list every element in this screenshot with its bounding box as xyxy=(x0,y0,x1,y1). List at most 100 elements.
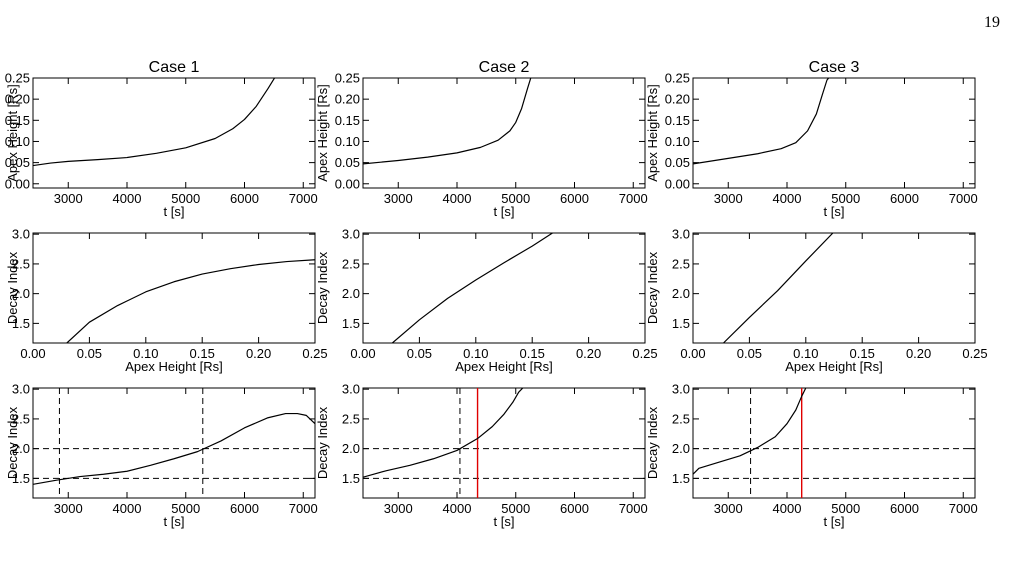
y-tick-label: 3.0 xyxy=(342,382,360,397)
x-tick-label: 6000 xyxy=(560,191,589,206)
y-tick-label: 2.5 xyxy=(12,411,30,426)
panel-case3-time: 3000 4000 5000 6000 7000 1.5 2.0 2.5 3.0 t [s] Dec… xyxy=(645,382,978,529)
y-tick-label: 0.20 xyxy=(335,92,360,107)
y-tick-label: 1.5 xyxy=(342,471,360,486)
y-tick-label: 0.15 xyxy=(665,113,690,128)
x-axis-label: t [s] xyxy=(824,204,845,219)
x-tick-label: 7000 xyxy=(949,501,978,516)
y-axis-label: Apex Height [Rs] xyxy=(645,84,660,182)
x-tick-label: 7000 xyxy=(619,191,648,206)
y-tick-label: 2.5 xyxy=(672,411,690,426)
y-tick-label: 0.10 xyxy=(335,134,360,149)
x-tick-label: 5000 xyxy=(501,191,530,206)
plot-frame xyxy=(692,77,976,189)
series-line xyxy=(363,78,532,165)
panel-case1-height: 3000 4000 5000 6000 7000 0.00 0.05 0.10 0.15 0.20… xyxy=(5,59,318,219)
x-tick-label: 0.25 xyxy=(632,346,657,361)
panel-case2-time: 3000 4000 5000 6000 7000 1.5 2.0 2.5 3.0 t [s] Dec… xyxy=(315,382,648,529)
y-tick-label: 1.5 xyxy=(672,316,690,331)
panel-case2-height: 3000 4000 5000 6000 7000 0.00 0.05 0.10 0.15 0.20… xyxy=(315,59,648,219)
x-tick-label: 5000 xyxy=(831,191,860,206)
y-tick-label: 0.15 xyxy=(5,113,30,128)
x-tick-label: 3000 xyxy=(384,501,413,516)
plot-frame xyxy=(32,387,316,499)
y-tick-label: 0.10 xyxy=(5,134,30,149)
x-tick-label: 0.10 xyxy=(793,346,818,361)
y-tick-label: 0.20 xyxy=(665,92,690,107)
panel-title: Case 2 xyxy=(479,59,530,76)
x-tick-label: 5000 xyxy=(831,501,860,516)
y-tick-label: 0.15 xyxy=(335,113,360,128)
x-tick-label: 3000 xyxy=(54,501,83,516)
x-tick-label: 0.20 xyxy=(576,346,601,361)
plot-frame xyxy=(692,387,976,499)
y-tick-label: 2.0 xyxy=(672,286,690,301)
y-tick-label: 3.0 xyxy=(12,382,30,397)
y-axis-label: Decay Index xyxy=(315,406,330,479)
y-tick-label: 2.0 xyxy=(12,286,30,301)
y-tick-label: 1.5 xyxy=(342,316,360,331)
x-tick-label: 0.20 xyxy=(906,346,931,361)
series-line xyxy=(391,233,553,343)
x-tick-label: 0.25 xyxy=(302,346,327,361)
x-axis-label: Apex Height [Rs] xyxy=(125,359,223,374)
x-tick-label: 7000 xyxy=(289,501,318,516)
panel-case2-decay: 0.00 0.05 0.10 0.15 0.20 0.25 1.5 2.0 2.5 3.0 Apex… xyxy=(315,227,658,374)
panel-case1-decay: 0.00 0.05 0.10 0.15 0.20 0.25 1.5 2.0 2.5 3.0 Apex… xyxy=(5,227,328,374)
y-tick-label: 2.5 xyxy=(342,256,360,271)
y-axis-label: Apex Height [Rs] xyxy=(315,84,330,182)
panel-title: Case 3 xyxy=(809,59,860,76)
x-tick-label: 7000 xyxy=(289,191,318,206)
y-tick-label: 0.05 xyxy=(5,155,30,170)
y-axis-label: Decay Index xyxy=(5,251,20,324)
y-tick-label: 2.5 xyxy=(672,256,690,271)
plot-frame xyxy=(362,77,646,189)
x-tick-label: 0.05 xyxy=(407,346,432,361)
y-axis-label: Decay Index xyxy=(315,251,330,324)
x-tick-label: 4000 xyxy=(113,501,142,516)
plot-frame xyxy=(32,77,316,189)
x-tick-label: 0.15 xyxy=(520,346,545,361)
series-line xyxy=(363,388,524,478)
series-line xyxy=(723,233,834,343)
y-tick-label: 0.25 xyxy=(665,71,690,86)
x-axis-label: Apex Height [Rs] xyxy=(455,359,553,374)
page-number: 19 xyxy=(984,14,1000,31)
x-tick-label: 4000 xyxy=(773,501,802,516)
y-tick-label: 3.0 xyxy=(672,382,690,397)
x-tick-label: 6000 xyxy=(230,191,259,206)
y-tick-label: 0.00 xyxy=(5,176,30,191)
x-tick-label: 0.15 xyxy=(850,346,875,361)
y-tick-label: 2.0 xyxy=(12,441,30,456)
y-tick-label: 0.20 xyxy=(5,92,30,107)
y-tick-label: 0.00 xyxy=(665,176,690,191)
y-tick-label: 3.0 xyxy=(672,227,690,242)
x-tick-label: 6000 xyxy=(890,501,919,516)
panel-title: Case 1 xyxy=(149,59,200,76)
y-tick-label: 2.0 xyxy=(342,441,360,456)
y-tick-label: 0.05 xyxy=(335,155,360,170)
x-axis-label: t [s] xyxy=(824,514,845,529)
x-tick-label: 7000 xyxy=(619,501,648,516)
y-tick-label: 1.5 xyxy=(12,316,30,331)
series-line xyxy=(693,78,830,165)
y-axis-label: Apex Height [Rs] xyxy=(5,84,20,182)
panel-case3-decay: 0.00 0.05 0.10 0.15 0.20 0.25 1.5 2.0 2.5 3.0 Apex… xyxy=(645,227,988,374)
series-line xyxy=(66,259,315,343)
x-axis-label: t [s] xyxy=(164,514,185,529)
x-tick-label: 3000 xyxy=(384,191,413,206)
x-tick-label: 4000 xyxy=(773,191,802,206)
series-line xyxy=(33,412,315,485)
x-tick-label: 6000 xyxy=(560,501,589,516)
x-tick-label: 0.25 xyxy=(962,346,987,361)
x-tick-label: 0.20 xyxy=(246,346,271,361)
y-tick-label: 0.05 xyxy=(665,155,690,170)
y-tick-label: 0.25 xyxy=(335,71,360,86)
y-tick-label: 3.0 xyxy=(342,227,360,242)
x-tick-label: 0.00 xyxy=(680,346,705,361)
x-axis-label: Apex Height [Rs] xyxy=(785,359,883,374)
series-line xyxy=(33,78,276,167)
series-line xyxy=(693,388,807,475)
x-tick-label: 0.10 xyxy=(463,346,488,361)
x-tick-label: 3000 xyxy=(714,501,743,516)
